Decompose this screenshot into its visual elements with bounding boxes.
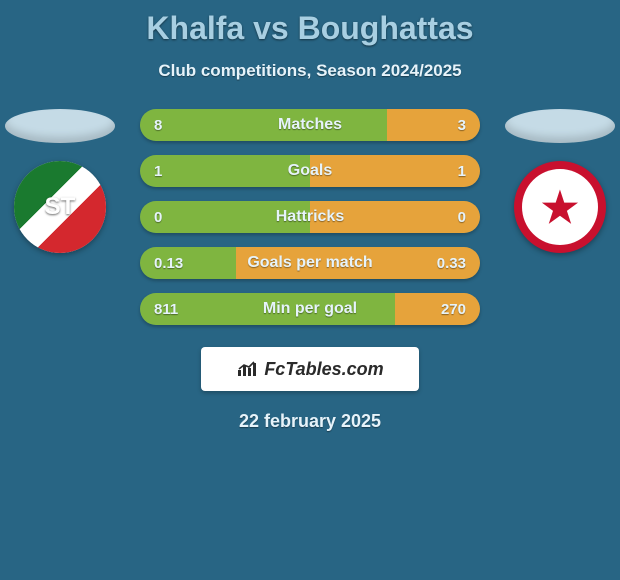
stat-row: 811270Min per goal — [140, 293, 480, 325]
stat-label: Matches — [140, 116, 480, 134]
fctables-logo: FcTables.com — [201, 347, 419, 391]
subtitle: Club competitions, Season 2024/2025 — [0, 61, 620, 81]
comparison-card: Khalfa vs Boughattas Club competitions, … — [0, 0, 620, 580]
player-silhouette-left — [5, 109, 115, 143]
stat-row: 0.130.33Goals per match — [140, 247, 480, 279]
team-short-left: ST — [45, 193, 76, 221]
date: 22 february 2025 — [0, 411, 620, 432]
team-badge-left-inner: ST — [14, 161, 106, 253]
team-badge-left: ST — [14, 161, 106, 253]
stat-label: Min per goal — [140, 300, 480, 318]
chart-icon — [236, 360, 258, 378]
player-silhouette-right — [505, 109, 615, 143]
right-column: ★ — [500, 109, 620, 253]
team-badge-right-inner: ★ — [522, 169, 598, 245]
stat-label: Goals per match — [140, 254, 480, 272]
stat-row: 11Goals — [140, 155, 480, 187]
stat-label: Goals — [140, 162, 480, 180]
team-badge-right: ★ — [514, 161, 606, 253]
left-column: ST — [0, 109, 120, 253]
stat-rows: 83Matches 11Goals 00Hattricks 0.130.33Goals… — [140, 109, 480, 325]
content-area: ST ★ 83Matches 11Goals 00Hattricks 0.130.33… — [0, 109, 620, 432]
logo-text: FcTables.com — [264, 359, 383, 380]
stat-row: 83Matches — [140, 109, 480, 141]
stat-row: 00Hattricks — [140, 201, 480, 233]
page-title: Khalfa vs Boughattas — [0, 0, 620, 47]
stat-label: Hattricks — [140, 208, 480, 226]
